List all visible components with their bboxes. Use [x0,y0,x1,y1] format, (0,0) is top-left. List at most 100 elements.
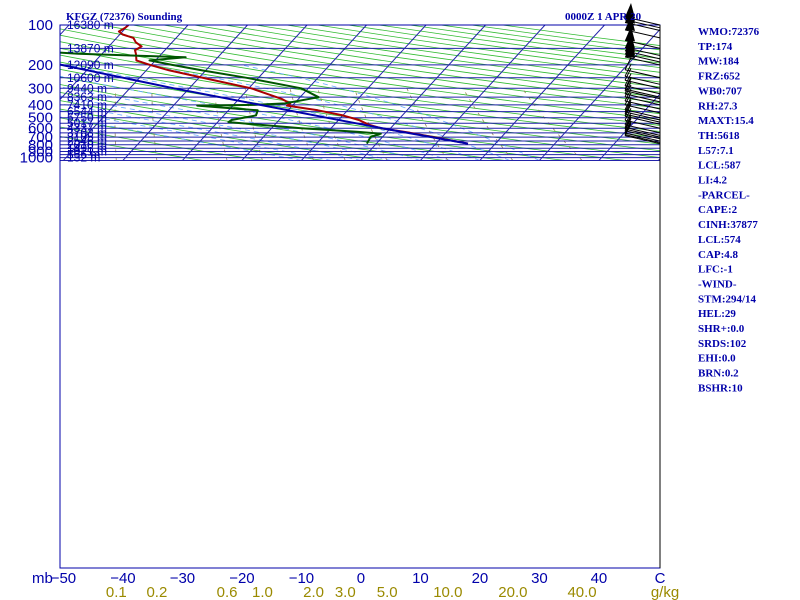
dry-adiabat-line [60,100,445,161]
wind-barb-feather [624,68,632,81]
temperature-tick-label: −10 [289,570,314,587]
moist-adiabat-line [241,64,540,161]
mixing-ratio-line [317,88,346,161]
dry-adiabat-line [163,25,660,98]
index-entry: LCL:574 [698,234,741,246]
height-label: 2546 m [67,134,107,148]
wind-barb-feather [624,78,632,92]
wind-barb-feather [624,64,632,77]
wind-barb-feather [624,57,632,71]
index-panel: WMO:72376 TP:174 MW:184 FRZ:652 WB0:707 RH:27… [698,26,760,394]
mixing-ratio-tick-label: 2.0 [303,584,324,600]
temperature-profile [117,25,469,145]
index-entry: RH:27.3 [698,100,738,112]
mixing-ratio-tick-label: 10.0 [433,584,462,600]
temperature-tick-label: 40 [591,570,608,587]
height-label: 2010 m [67,138,107,152]
plot-area [60,25,660,568]
pressure-tick-label: 200 [28,57,53,74]
mixing-ratio-tick-label: 20.0 [498,584,527,600]
index-entry: CAP:4.8 [698,249,739,261]
index-entry: MAXT:15.4 [698,115,754,127]
isotherm-line [598,93,660,161]
isotherm-line [360,25,486,161]
mixing-ratio-tick-label: 0.1 [106,584,127,600]
mixing-ratio-line [353,88,388,161]
height-label: 12090 m [67,58,114,72]
height-label: 5017 m [67,116,107,130]
index-entry: LCL:587 [698,160,741,172]
wind-barb-feather [624,112,632,126]
parcel-path [60,63,469,145]
index-entry: CAPE:2 [698,204,738,216]
temperature-tick-label: −20 [229,570,254,587]
mixing-ratio-line [462,88,514,161]
pressure-tick-label: 500 [28,110,53,127]
moist-adiabat-line [60,75,451,161]
isotherm-line [301,25,427,161]
isotherm-line [479,25,605,161]
height-label: 1498 m [67,141,107,155]
wind-barb-feather [624,115,632,128]
dry-adiabat-line [60,28,660,120]
mixing-ratio-unit-label: g/kg [651,584,679,600]
pressure-tick-label: 300 [28,80,53,97]
height-label: 566 m [67,148,100,162]
dry-adiabat-line [60,41,660,132]
index-entry: LI:4.2 [698,175,728,187]
wind-barb-staff [624,88,661,98]
mixing-ratio-line [406,88,449,161]
mixing-ratio-line [521,88,583,161]
mixing-ratio-tick-label: 5.0 [377,584,398,600]
dry-adiabat-line [101,25,660,109]
wind-barb-feather [624,92,632,106]
wind-barb-feather [624,118,632,131]
height-label: 7410 m [67,98,107,112]
dry-adiabat-line [71,25,660,115]
dry-adiabat-line [60,34,660,126]
wind-barb-staff [624,93,661,103]
height-label: 10600 m [67,71,114,85]
isotherm-line [241,25,367,161]
wind-barb-feather [624,116,632,130]
wind-barb-staff [624,124,661,134]
wind-barbs [624,3,661,568]
dry-adiabat-line [60,68,660,158]
mixing-ratio-tick-label: 0.2 [146,584,167,600]
dry-adiabat-line [60,136,203,161]
isotherm-line [182,25,308,161]
sounding-curves [60,25,469,145]
wind-barb-feather [624,123,632,136]
index-entry: SRDS:102 [698,338,747,350]
pressure-tick-label: 900 [28,144,53,161]
temperature-tick-label: −30 [170,570,195,587]
mixing-ratio-line [151,88,158,161]
isotherm-line [63,25,189,161]
index-entry: -WIND- [698,278,737,290]
index-entry: BRN:0.2 [698,368,739,380]
temperature-tick-label: 10 [412,570,429,587]
pressure-tick-label: 100 [28,17,53,34]
moist-adiabat-line [60,95,391,161]
isotherm-line [539,28,660,161]
pressure-tick-label: 700 [28,129,53,146]
index-entry: LFC:-1 [698,264,733,276]
wind-barb-staff [624,130,661,140]
wind-barb-staff [624,132,661,142]
dry-adiabat-line [60,61,660,152]
pressure-tick-label: 600 [28,120,53,137]
wind-barb-feather [624,104,632,117]
index-entry: HEL:29 [698,308,736,320]
wind-barb-staff [624,85,661,95]
wind-barb-feather [624,88,632,102]
wind-barb-feather [624,84,632,98]
chart-title: KFGZ (72376) Sounding [66,11,183,23]
temperature-tick-label: −50 [51,570,76,587]
mixing-ratio-line [114,88,117,161]
grid [60,25,660,161]
moist-adiabat-line [60,103,361,161]
wind-barb-feather [624,81,632,95]
moist-adiabat-line [60,86,421,161]
wind-barb-flag [625,42,635,58]
mixing-ratio-tick-label: 40.0 [567,584,596,600]
